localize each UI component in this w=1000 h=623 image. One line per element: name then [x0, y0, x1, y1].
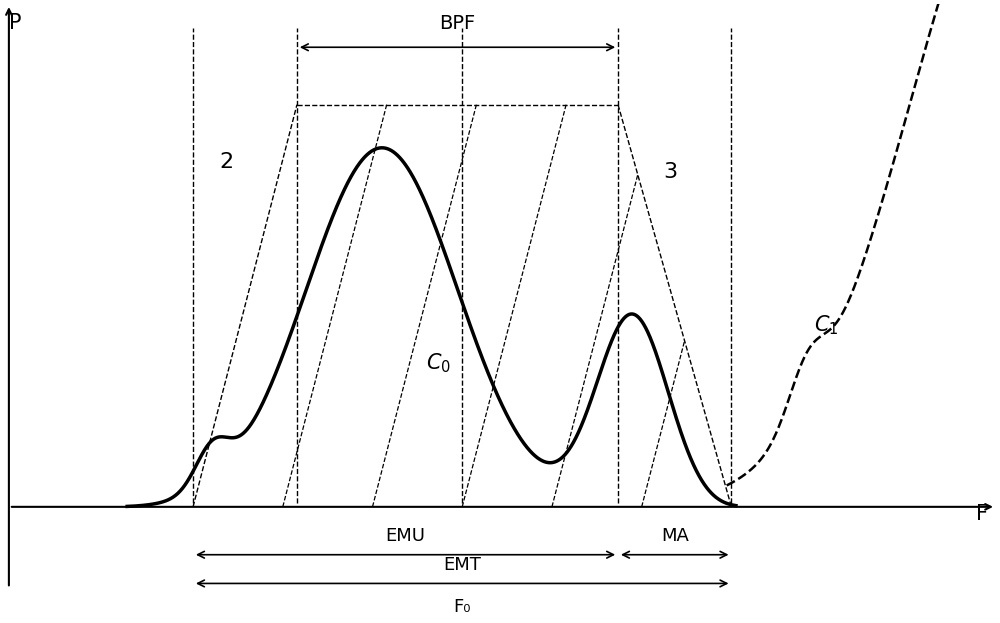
Text: $C_0$: $C_0$ [426, 351, 451, 375]
Text: F₀: F₀ [453, 598, 471, 616]
Text: 3: 3 [663, 162, 677, 182]
Text: BPF: BPF [439, 14, 476, 33]
Text: F: F [976, 504, 988, 524]
Text: EMT: EMT [443, 556, 481, 574]
Text: P: P [9, 13, 22, 33]
Text: $C_1$: $C_1$ [814, 313, 838, 336]
Text: 2: 2 [219, 152, 233, 172]
Text: MA: MA [661, 527, 689, 545]
Text: EMU: EMU [386, 527, 426, 545]
